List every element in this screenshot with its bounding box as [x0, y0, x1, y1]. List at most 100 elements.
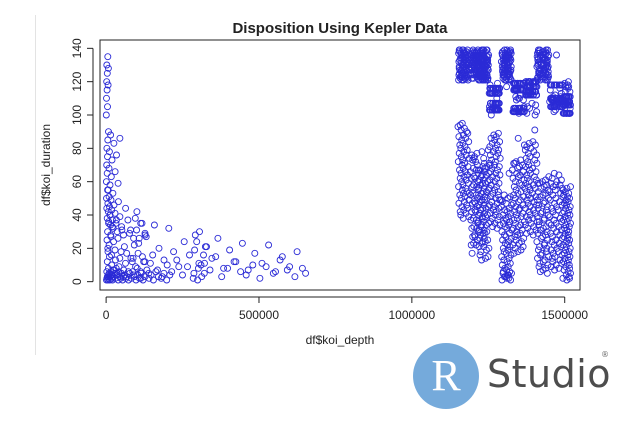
data-point — [540, 199, 548, 207]
x-axis: 0 500000 1000000 1500000 — [103, 296, 588, 322]
data-point — [499, 268, 507, 276]
data-point — [480, 159, 488, 167]
data-point — [480, 56, 488, 64]
data-point — [220, 264, 228, 272]
data-point — [106, 181, 114, 189]
data-point — [459, 214, 467, 222]
data-point — [479, 229, 487, 237]
data-point — [480, 243, 488, 251]
data-point — [484, 74, 492, 82]
data-point — [564, 234, 571, 242]
data-point — [108, 251, 115, 259]
data-point — [553, 203, 560, 211]
data-point — [523, 103, 531, 111]
data-point — [478, 196, 486, 204]
data-point — [481, 196, 489, 204]
data-point — [265, 241, 273, 249]
data-point — [495, 99, 503, 107]
data-point — [468, 53, 476, 61]
data-point — [108, 156, 116, 164]
data-point — [302, 269, 310, 277]
data-point — [541, 51, 549, 59]
data-point — [154, 266, 161, 274]
data-point — [163, 261, 171, 269]
data-point — [103, 169, 111, 177]
data-point — [470, 51, 478, 59]
data-point — [112, 219, 120, 227]
data-point — [493, 99, 501, 107]
data-point — [123, 249, 131, 257]
data-point — [495, 213, 503, 221]
data-point — [510, 249, 518, 257]
data-point — [206, 266, 214, 274]
data-point — [103, 94, 110, 102]
data-point — [258, 259, 266, 267]
data-point — [558, 81, 566, 89]
data-point — [472, 68, 480, 76]
data-point — [551, 199, 559, 207]
data-point — [510, 191, 518, 199]
data-point — [559, 274, 567, 282]
data-point — [114, 198, 122, 206]
data-point — [562, 93, 570, 101]
data-point — [543, 269, 551, 277]
data-point — [531, 78, 539, 86]
data-point — [457, 153, 465, 161]
data-point — [496, 154, 504, 162]
data-point — [514, 104, 522, 112]
data-point — [527, 91, 535, 99]
data-point — [102, 178, 110, 186]
data-point — [559, 98, 567, 106]
data-point — [113, 228, 121, 236]
data-point — [175, 263, 183, 271]
data-point — [464, 74, 471, 82]
data-point — [520, 79, 528, 87]
y-axis: 0 20 40 60 80 100 120 140 — [70, 38, 94, 285]
data-point — [249, 261, 257, 269]
data-point — [107, 173, 115, 181]
data-point — [539, 53, 547, 61]
data-point — [198, 273, 206, 281]
data-point — [501, 58, 509, 66]
data-point — [565, 93, 573, 101]
data-point — [566, 194, 574, 202]
data-point — [514, 134, 522, 142]
data-point — [499, 244, 507, 252]
data-point — [105, 241, 113, 249]
data-point — [515, 239, 523, 247]
y-tick-label: 40 — [70, 208, 84, 222]
data-point — [538, 208, 546, 216]
data-point — [545, 173, 553, 181]
data-point — [543, 244, 551, 252]
data-point — [479, 188, 487, 196]
data-point — [480, 234, 488, 242]
data-point — [107, 231, 115, 239]
data-point — [481, 238, 489, 246]
data-point — [186, 251, 193, 259]
data-point — [490, 203, 498, 211]
data-point — [470, 173, 478, 181]
data-point — [505, 221, 512, 229]
data-point — [214, 234, 222, 242]
data-point — [492, 84, 500, 92]
data-point — [564, 78, 572, 86]
data-point — [493, 141, 501, 149]
data-point — [566, 211, 574, 219]
data-point — [150, 221, 158, 229]
data-point — [536, 259, 544, 267]
data-point — [114, 234, 122, 242]
data-point — [462, 71, 470, 79]
data-point — [550, 169, 558, 177]
data-point — [458, 119, 466, 127]
data-point — [107, 196, 115, 204]
data-point — [479, 63, 487, 71]
data-point — [194, 276, 202, 284]
data-point — [237, 268, 245, 276]
data-point — [135, 239, 143, 247]
data-point — [563, 184, 571, 192]
data-point — [212, 253, 220, 261]
data-point — [114, 179, 122, 187]
data-point — [128, 258, 136, 266]
data-point — [503, 208, 511, 216]
